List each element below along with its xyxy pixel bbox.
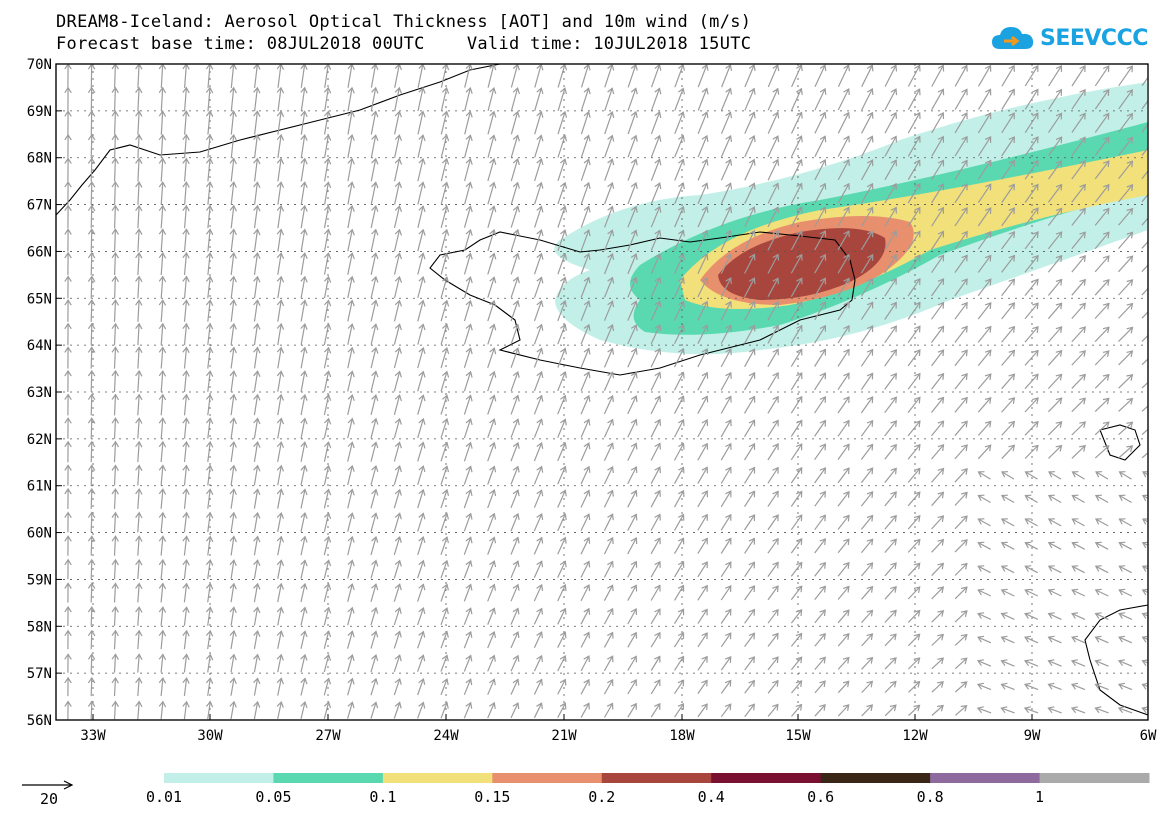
lon-tick-label: 27W — [315, 728, 341, 744]
lat-tick-label: 58N — [27, 619, 52, 635]
colorbar-segment — [601, 773, 712, 783]
iceland-coastline — [429, 231, 856, 376]
lat-tick-label: 59N — [27, 572, 52, 588]
lat-tick-label: 56N — [27, 713, 52, 729]
lat-tick-label: 70N — [27, 57, 52, 73]
colorbar-segment — [1039, 773, 1150, 783]
lat-tick-label: 69N — [27, 104, 52, 120]
colorbar-segment — [930, 773, 1041, 783]
longitude-axis: 33W 30W 27W 24W 21W 18W 15W 12W 9W 6W — [80, 714, 1157, 744]
colorbar-segment — [711, 773, 822, 783]
lon-tick-label: 12W — [902, 728, 928, 744]
wind-reference-label: 20 — [40, 790, 58, 808]
lon-tick-label: 6W — [1140, 728, 1157, 744]
lon-tick-label: 18W — [669, 728, 695, 744]
colorbar-label: 1 — [1035, 788, 1044, 806]
wind-vectors — [64, 64, 1148, 720]
logo-text: SEEVCCC — [1040, 25, 1148, 51]
lat-tick-label: 57N — [27, 666, 52, 682]
lat-tick-label: 61N — [27, 479, 52, 495]
aot-plume-0.2 — [718, 228, 886, 300]
lat-tick-label: 66N — [27, 244, 52, 260]
colorbar-segment — [273, 773, 384, 783]
colorbar-segment — [382, 773, 493, 783]
lon-tick-label: 9W — [1024, 728, 1041, 744]
colorbar-label: 0.15 — [474, 788, 510, 806]
cloud-logo-icon — [992, 27, 1034, 49]
wind-reference-vector: 20 — [22, 780, 74, 808]
colorbar-label: 0.01 — [146, 788, 182, 806]
seevccc-logo: SEEVCCC — [990, 20, 1148, 56]
coastlines — [56, 64, 1148, 716]
colorbar-label: 0.6 — [807, 788, 834, 806]
greenland-coastline — [56, 64, 501, 216]
lat-tick-label: 65N — [27, 291, 52, 307]
colorbar-label: 0.05 — [255, 788, 291, 806]
lat-tick-label: 68N — [27, 151, 52, 167]
colorbar-label: 0.8 — [917, 788, 944, 806]
colorbar-segment — [164, 773, 274, 783]
aerosol-plume — [554, 82, 1148, 355]
scotland-coastline — [1084, 604, 1148, 716]
forecast-time-subtitle: Forecast base time: 08JUL2018 00UTC Vali… — [56, 34, 752, 54]
colorbar: 0.01 0.05 0.1 0.15 0.2 0.4 0.6 0.8 1 — [146, 773, 1150, 806]
latitude-axis: 70N 69N 68N 67N 66N 65N 64N 63N 62N 61N 60N 59N 58N 5… — [27, 57, 62, 729]
lon-tick-label: 24W — [433, 728, 459, 744]
colorbar-label: 0.1 — [369, 788, 396, 806]
lat-tick-label: 63N — [27, 385, 52, 401]
faroe-coastline — [1099, 424, 1141, 461]
lat-tick-label: 64N — [27, 338, 52, 354]
colorbar-label: 0.4 — [698, 788, 725, 806]
lat-tick-label: 62N — [27, 432, 52, 448]
lon-tick-label: 15W — [785, 728, 811, 744]
lon-tick-label: 21W — [551, 728, 577, 744]
lon-tick-label: 30W — [197, 728, 223, 744]
lat-tick-label: 60N — [27, 526, 52, 542]
colorbar-label: 0.2 — [588, 788, 615, 806]
colorbar-segment — [820, 773, 931, 783]
lat-tick-label: 67N — [27, 198, 52, 214]
map-title: DREAM8-Iceland: Aerosol Optical Thicknes… — [56, 12, 752, 32]
colorbar-segment — [492, 773, 603, 783]
lon-tick-label: 33W — [80, 728, 106, 744]
